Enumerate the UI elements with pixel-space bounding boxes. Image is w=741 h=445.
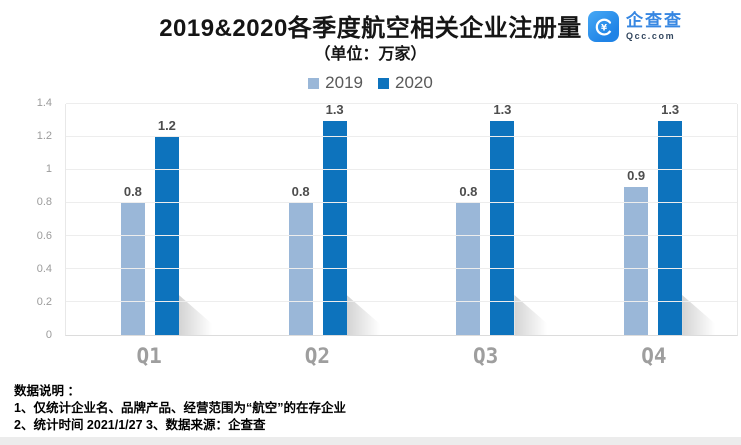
plot-area: 0.8 1.2 0.8 1.3 0.8 1.3 0.9 1.3	[65, 102, 738, 336]
bar-value-label: 0.8	[123, 184, 142, 199]
bottom-strip	[0, 437, 741, 445]
y-axis: 0 0.2 0.4 0.6 0.8 1 1.2 1.4	[0, 98, 58, 341]
x-axis: Q1 Q2 Q3 Q4	[65, 344, 738, 368]
footnote-heading: 数据说明 ：	[14, 384, 80, 398]
bar-value-label: 1.2	[157, 118, 176, 133]
gridline-0.4	[66, 268, 737, 269]
gridline-0.6	[66, 235, 737, 236]
footnote-line-2: 2、统计时间 2021/1/27 3、数据来源：企查查	[14, 418, 266, 432]
y-tick-label-0.6: 0.6	[36, 229, 52, 242]
legend-swatch-2020	[378, 77, 389, 89]
bar-2020-q1: 1.2	[154, 118, 179, 335]
gridline-1.2	[66, 136, 737, 137]
x-axis-label-q2: Q2	[304, 344, 331, 368]
bar-2020-q4: 1.3	[658, 102, 683, 335]
bar-value-label: 1.3	[493, 101, 512, 117]
x-axis-label-q4: Q4	[641, 344, 667, 368]
chart-legend: 2019 2020	[0, 73, 741, 93]
bar-2019-q3: 0.8	[456, 184, 481, 335]
bar-2020-q2: 1.3	[322, 102, 347, 335]
y-tick-label-0.8: 0.8	[36, 196, 52, 209]
bar-2019-q1: 0.8	[120, 184, 145, 335]
gridline-1	[66, 169, 737, 170]
gridline-0.2	[66, 301, 737, 302]
bar-value-label: 1.3	[661, 101, 680, 117]
y-tick-label-0.2: 0.2	[36, 295, 52, 308]
y-tick-label-0.4: 0.4	[36, 262, 52, 275]
x-axis-label-q3: Q3	[472, 344, 499, 368]
y-tick-label-1.2: 1.2	[36, 130, 52, 143]
y-tick-label-0: 0	[45, 329, 52, 341]
footnote-line-1: 1、仅统计企业名、品牌产品、经营范围为“航空”的在存企业	[14, 401, 346, 415]
x-axis-label-q1: Q1	[136, 344, 162, 368]
bar-value-label: 0.8	[291, 184, 310, 199]
footnotes: 数据说明 ： 1、仅统计企业名、品牌产品、经营范围为“航空”的在存企业 2、统计…	[14, 383, 346, 434]
bar-groups: 0.8 1.2 0.8 1.3 0.8 1.3 0.9 1.3	[66, 102, 737, 335]
legend-item-2020: 2020	[378, 73, 433, 93]
bar-value-label: 0.9	[627, 167, 646, 183]
legend-label: 2020	[395, 73, 433, 92]
qcc-logo-name: 企查查	[626, 11, 683, 30]
svg-text:¥: ¥	[600, 23, 606, 33]
qcc-swirl-icon: ¥	[595, 18, 611, 35]
legend-label: 2019	[325, 73, 363, 92]
chart-title: 2019&2020各季度航空相关企业注册量	[159, 15, 582, 42]
qcc-logo-icon: ¥	[588, 11, 619, 42]
legend-swatch-2019	[308, 77, 320, 89]
gridline-0.8	[66, 202, 737, 203]
bar-value-label: 0.8	[459, 184, 478, 199]
chart-subtitle: （单位：万家）	[314, 46, 427, 63]
qcc-logo[interactable]: ¥ 企查查 Qcc.com	[588, 11, 683, 42]
y-tick-label-1: 1	[45, 163, 52, 176]
legend-item-2019: 2019	[308, 73, 363, 93]
bar-group-q1: 0.8 1.2	[66, 104, 234, 335]
qcc-logo-domain: Qcc.com	[626, 31, 676, 41]
qcc-logo-text: 企查查 Qcc.com	[626, 12, 683, 41]
bar-2019-q4: 0.9	[624, 168, 649, 335]
bar-group-q2: 0.8 1.3	[234, 102, 402, 335]
bar-value-label: 1.3	[325, 101, 344, 117]
y-tick-label-1.4: 1.4	[36, 97, 52, 109]
bar-2019-q2: 0.8	[288, 184, 313, 335]
bar-group-q3: 0.8 1.3	[402, 102, 570, 335]
bar-group-q4: 0.9 1.3	[569, 102, 737, 335]
bar-2020-q3: 1.3	[490, 102, 515, 335]
gridline-1.4	[66, 103, 737, 104]
